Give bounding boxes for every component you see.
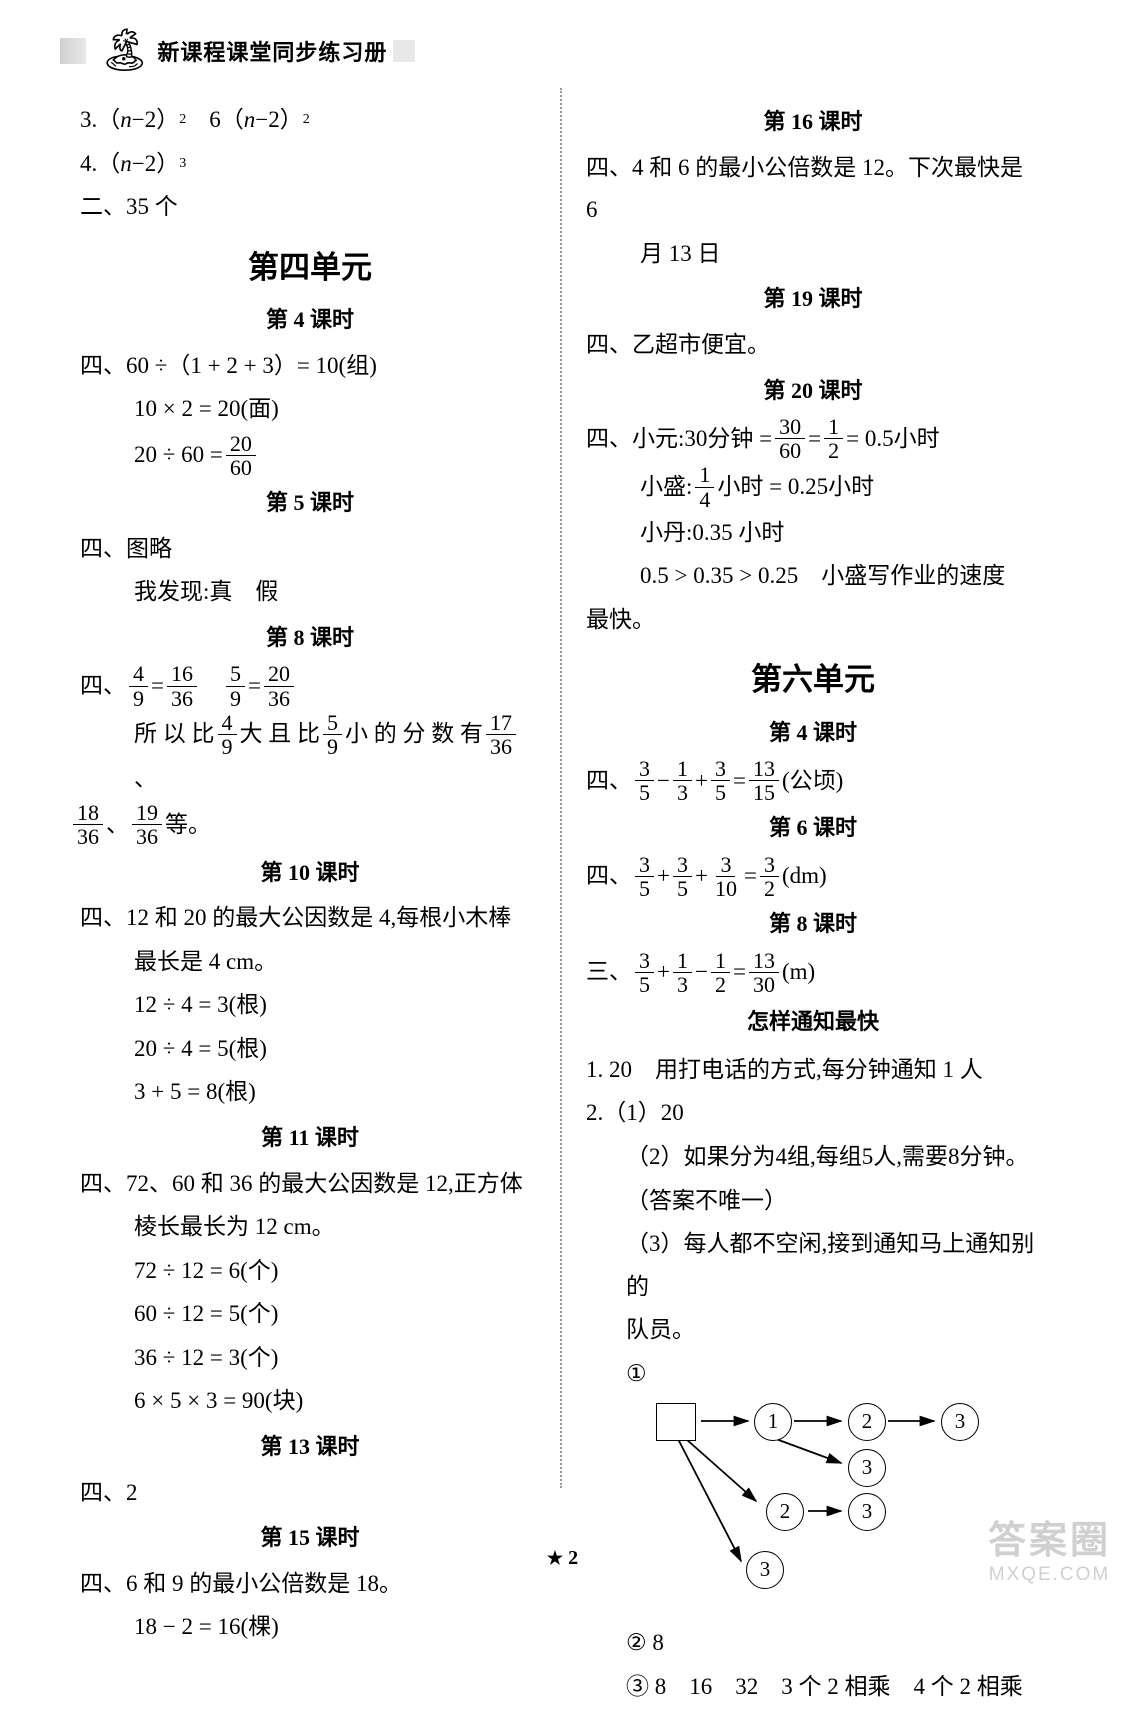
u4-11-4: 60 ÷ 12 = 5(个) xyxy=(80,1293,540,1336)
lesson13-title: 第 13 课时 xyxy=(80,1427,540,1468)
lesson8-title: 第 8 课时 xyxy=(80,618,540,659)
u20-3: 小丹:0.35 小时 xyxy=(586,512,1040,555)
lesson4-title: 第 4 课时 xyxy=(80,300,540,341)
u4-13-1: 四、2 xyxy=(80,1472,540,1515)
lesson19-title: 第 19 课时 xyxy=(586,279,1040,320)
u6-8-1: 三、 35 + 13 − 12 = 1330 (m) xyxy=(586,949,1040,996)
u4-5-2: 我发现:真 假 xyxy=(80,571,540,614)
u4-10-2: 最长是 4 cm。 xyxy=(80,941,540,984)
header-bar-left xyxy=(60,38,86,64)
header-title: 新课程课堂同步练习册 xyxy=(157,35,387,67)
watermark-line2: MXQE.COM xyxy=(988,1564,1111,1586)
line-5: 二、35 个 xyxy=(80,186,540,229)
u4-10-4: 20 ÷ 4 = 5(根) xyxy=(80,1028,540,1071)
diagram-label-1: ① xyxy=(586,1353,1040,1396)
u20-1: 四、小元:30分钟 = 3060 = 12 = 0.5小时 xyxy=(586,415,1040,462)
u4-8-2: 所 以 比 49 大 且 比 59 小 的 分 数 有 1736、 xyxy=(80,711,540,801)
u20-2: 小盛: 14 小时 = 0.25小时 xyxy=(586,463,1040,510)
u4-5-1: 四、图略 xyxy=(80,528,540,571)
lesson6-4-title: 第 4 课时 xyxy=(586,713,1040,754)
line-3: 3.（n−2）2 6（n−2）2 xyxy=(80,99,540,142)
lesson16-title: 第 16 课时 xyxy=(586,102,1040,143)
u4-11-5: 36 ÷ 12 = 3(个) xyxy=(80,1337,540,1380)
u6-6-1: 四、 35 + 35 + 310 = 32 (dm) xyxy=(586,853,1040,900)
u4-11-1: 四、72、60 和 36 的最大公因数是 12,正方体 xyxy=(80,1163,540,1206)
u4-10-3: 12 ÷ 4 = 3(根) xyxy=(80,984,540,1027)
unit4-title: 第四单元 xyxy=(80,239,540,296)
right-column: 第 16 课时 四、4 和 6 的最小公倍数是 12。下次最快是 6 月 13 … xyxy=(560,98,1040,1709)
content-area: 3.（n−2）2 6（n−2）2 4.（n−2）3 二、35 个 第四单元 第 … xyxy=(0,88,1125,1709)
line-4: 4.（n−2）3 xyxy=(80,143,540,186)
u16-2: 月 13 日 xyxy=(586,233,1040,276)
u4-4-3: 20 ÷ 60 = 2060 xyxy=(80,432,540,479)
h2: 2.（1）20 xyxy=(586,1092,1040,1135)
lesson11-title: 第 11 课时 xyxy=(80,1118,540,1159)
u4-11-6: 6 × 5 × 3 = 90(块) xyxy=(80,1380,540,1423)
h2b: （2）如果分为4组,每组5人,需要8分钟。 xyxy=(586,1136,1040,1179)
column-divider xyxy=(560,88,562,1488)
lesson10-title: 第 10 课时 xyxy=(80,853,540,894)
u4-8-3: 1836、 1936 等。 xyxy=(70,801,540,848)
h2c: （答案不唯一） xyxy=(586,1180,1040,1223)
palm-icon: 🏝 xyxy=(98,30,151,72)
page-number: ★ 2 xyxy=(0,1547,1125,1570)
howto-title: 怎样通知最快 xyxy=(586,1002,1040,1043)
lesson6-8-title: 第 8 课时 xyxy=(586,904,1040,945)
h1: 1. 20 用打电话的方式,每分钟通知 1 人 xyxy=(586,1049,1040,1092)
u4-4-1: 四、60 ÷（1 + 2 + 3）= 10(组) xyxy=(80,345,540,388)
lesson5-title: 第 5 课时 xyxy=(80,483,540,524)
h2d: （3）每人都不空闲,接到通知马上通知别的 xyxy=(586,1223,1040,1308)
page-header: 🏝 新课程课堂同步练习册 xyxy=(0,0,1125,88)
u4-4-2: 10 × 2 = 20(面) xyxy=(80,388,540,431)
u20-5: 最快。 xyxy=(586,599,1040,642)
node-root xyxy=(656,1403,696,1441)
left-column: 3.（n−2）2 6（n−2）2 4.（n−2）3 二、35 个 第四单元 第 … xyxy=(80,98,560,1709)
u19-1: 四、乙超市便宜。 xyxy=(586,324,1040,367)
lesson6-6-title: 第 6 课时 xyxy=(586,808,1040,849)
u4-11-2: 棱长最长为 12 cm。 xyxy=(80,1206,540,1249)
u4-8-1: 四、 49 = 1636 59 = 2036 xyxy=(80,662,540,709)
diagram-label-2: ② 8 xyxy=(586,1622,1040,1665)
notify-diagram: 1 2 3 3 2 3 3 xyxy=(616,1401,1040,1621)
header-bar-right xyxy=(393,40,415,62)
u4-10-1: 四、12 和 20 的最大公因数是 4,每根小木棒 xyxy=(80,897,540,940)
h2e: 队员。 xyxy=(586,1309,1040,1352)
watermark: 答案圈 MXQE.COM xyxy=(988,1509,1111,1586)
diagram-label-3: ③ 8 16 32 3 个 2 相乘 4 个 2 相乘 xyxy=(586,1666,1040,1709)
u4-11-3: 72 ÷ 12 = 6(个) xyxy=(80,1250,540,1293)
u4-15-2: 18 − 2 = 16(棵) xyxy=(80,1606,540,1649)
u16-1: 四、4 和 6 的最小公倍数是 12。下次最快是 6 xyxy=(586,147,1040,232)
u4-10-5: 3 + 5 = 8(根) xyxy=(80,1071,540,1114)
u20-4: 0.5 > 0.35 > 0.25 小盛写作业的速度 xyxy=(586,555,1040,598)
u6-4-1: 四、 35 − 13 + 35 = 1315 (公顷) xyxy=(586,757,1040,804)
frac-20-60: 2060 xyxy=(226,432,256,479)
unit6-title: 第六单元 xyxy=(586,651,1040,708)
watermark-line1: 答案圈 xyxy=(988,1509,1111,1564)
lesson20-title: 第 20 课时 xyxy=(586,371,1040,412)
star-icon: ★ xyxy=(547,1548,563,1568)
